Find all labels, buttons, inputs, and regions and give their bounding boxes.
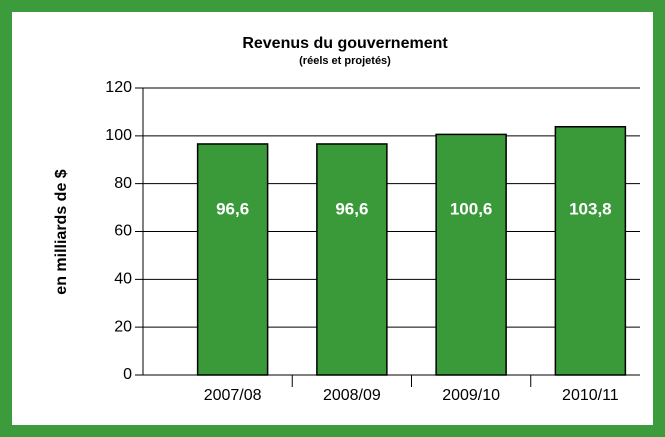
y-tick-label: 20 — [114, 318, 132, 335]
x-tick-label: 2010/11 — [562, 387, 619, 404]
x-tick-label: 2009/10 — [442, 387, 500, 404]
value-label: 96,6 — [335, 199, 368, 218]
value-label: 103,8 — [569, 199, 612, 218]
bar — [554, 125, 627, 376]
x-tick-label: 2008/09 — [323, 387, 381, 404]
bar — [316, 143, 388, 376]
y-tick-label: 100 — [105, 127, 132, 144]
value-label: 96,6 — [216, 199, 249, 218]
y-tick-label: 60 — [114, 223, 132, 240]
y-tick-label: 40 — [114, 271, 132, 288]
y-tick-label: 0 — [123, 366, 132, 383]
y-tick-label: 80 — [114, 175, 132, 192]
chart-subtitle: (réels et projetés) — [299, 55, 391, 67]
value-label: 100,6 — [450, 199, 493, 218]
y-axis-label: en milliards de $ — [53, 169, 70, 294]
chart-title: Revenus du gouvernement — [242, 35, 448, 52]
x-tick-label: 2007/08 — [204, 387, 262, 404]
bar — [435, 133, 507, 376]
y-tick-label: 120 — [105, 79, 132, 96]
bar — [196, 143, 269, 376]
